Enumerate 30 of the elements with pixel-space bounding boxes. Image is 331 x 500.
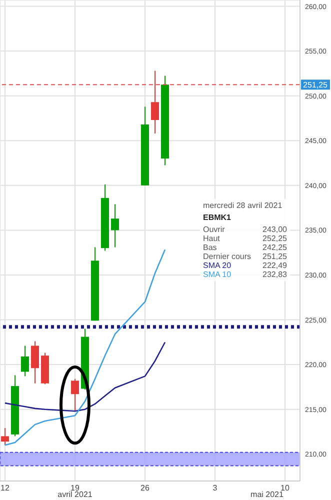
x-tick-label: 10 xyxy=(280,484,290,493)
text: mai 2021 xyxy=(250,490,284,499)
x-tick-label: 12 xyxy=(0,484,10,493)
ref-line-label: 251,25 xyxy=(303,80,328,90)
candlestick xyxy=(71,378,79,412)
text: SMA 20 xyxy=(203,261,232,270)
annotation: 243,00 xyxy=(262,225,287,234)
x-tick-label: 19 xyxy=(70,484,80,493)
annotation: 232,83 xyxy=(262,270,287,279)
x-tick-label: 3 xyxy=(212,484,218,493)
text: SMA 10 xyxy=(203,270,232,279)
candlestick xyxy=(151,70,159,134)
candlestick xyxy=(21,345,29,377)
candlestick xyxy=(111,204,119,248)
annotation: Dernier cours xyxy=(203,252,252,261)
annotation: 242,25 xyxy=(262,243,287,252)
annotation: EBMK1 xyxy=(203,213,232,222)
annotation: 251,25 xyxy=(262,252,287,261)
x-tick-label: 26 xyxy=(140,484,150,493)
line-series xyxy=(4,342,166,412)
candlestick xyxy=(31,340,39,384)
text: avril 2021 xyxy=(56,490,94,499)
annotation: Ouvrir xyxy=(203,225,225,234)
candlestick xyxy=(1,428,9,446)
line-series xyxy=(4,248,166,446)
annotation: mercredi 28 avril 2021 xyxy=(203,201,284,210)
annotation: 222,49 xyxy=(262,261,287,270)
annotation: Bas xyxy=(203,243,217,252)
annotation: 252,25 xyxy=(262,234,287,243)
annotation: Haut xyxy=(203,234,220,243)
